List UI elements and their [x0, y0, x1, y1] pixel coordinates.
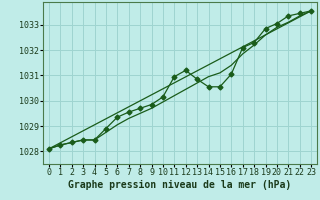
X-axis label: Graphe pression niveau de la mer (hPa): Graphe pression niveau de la mer (hPa)	[68, 180, 292, 190]
